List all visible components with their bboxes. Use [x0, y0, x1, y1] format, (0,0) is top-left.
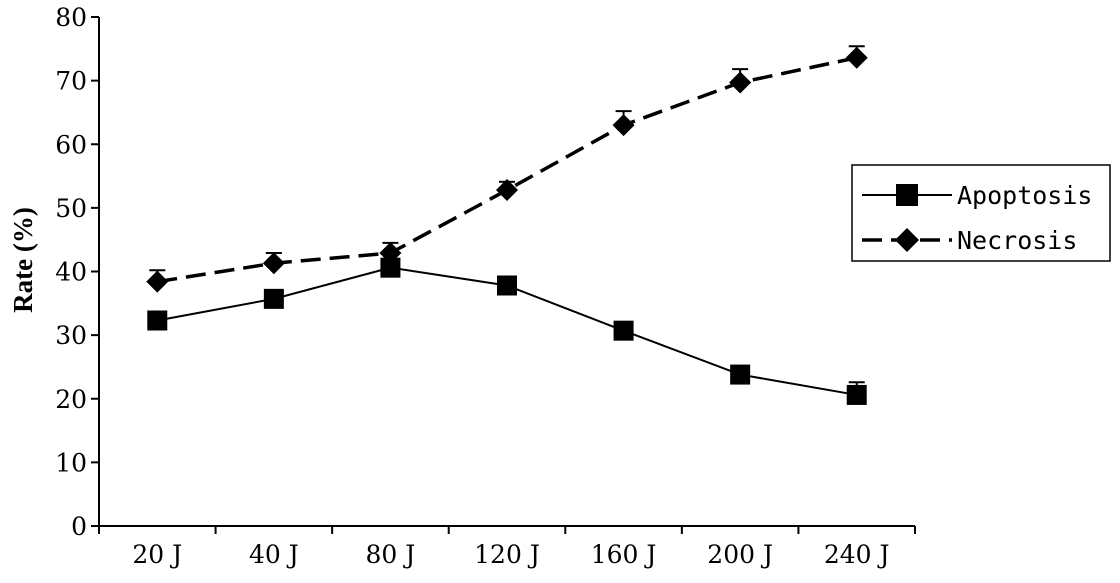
y-tick-label: 0 [71, 512, 87, 541]
series-necrosis [146, 45, 868, 293]
data-point-square [613, 320, 634, 341]
data-point-diamond [729, 71, 752, 94]
series-line-necrosis [157, 56, 858, 284]
x-tick-label: 160 J [591, 540, 657, 569]
data-point-diamond [146, 270, 169, 293]
legend-label-apoptosis: Apoptosis [957, 181, 1092, 210]
legend-box [851, 164, 1111, 262]
legend-label-necrosis: Necrosis [957, 226, 1077, 255]
x-tick-label: 200 J [707, 540, 773, 569]
data-point-square [730, 364, 751, 385]
y-axis-label: Rate (%) [8, 207, 38, 313]
data-point-diamond [845, 46, 868, 69]
y-tick-label: 10 [55, 448, 87, 477]
y-tick-label: 60 [55, 130, 87, 159]
data-point-diamond [612, 114, 635, 137]
y-tick-label: 70 [55, 67, 87, 96]
axes: 0 10 20 30 40 50 60 70 80 20 J 40 J 80 J 120 J 160 J 2… [55, 3, 916, 569]
data-point-square [263, 288, 284, 309]
legend-marker-diamond-icon [895, 228, 919, 252]
legend-marker-square-icon [896, 184, 918, 206]
y-tick-label: 40 [55, 258, 87, 287]
x-tick-label: 240 J [824, 540, 890, 569]
data-point-square [846, 384, 867, 405]
data-point-diamond [379, 242, 402, 265]
data-point-diamond [262, 252, 285, 275]
series-apoptosis [147, 257, 867, 405]
x-tick-label: 80 J [366, 540, 416, 569]
y-tick-label: 20 [55, 385, 87, 414]
series-group [146, 45, 868, 405]
data-point-square [497, 275, 517, 296]
y-tick-label: 80 [55, 3, 87, 32]
x-tick-label: 20 J [132, 540, 182, 569]
x-tick-label: 120 J [474, 540, 540, 569]
data-point-square [380, 257, 401, 278]
legend: Apoptosis Necrosis [851, 164, 1111, 262]
data-point-diamond [496, 179, 518, 202]
y-tick-label: 30 [55, 321, 87, 350]
data-point-square [147, 310, 168, 331]
x-tick-label: 40 J [249, 540, 299, 569]
y-tick-label: 50 [55, 194, 87, 223]
